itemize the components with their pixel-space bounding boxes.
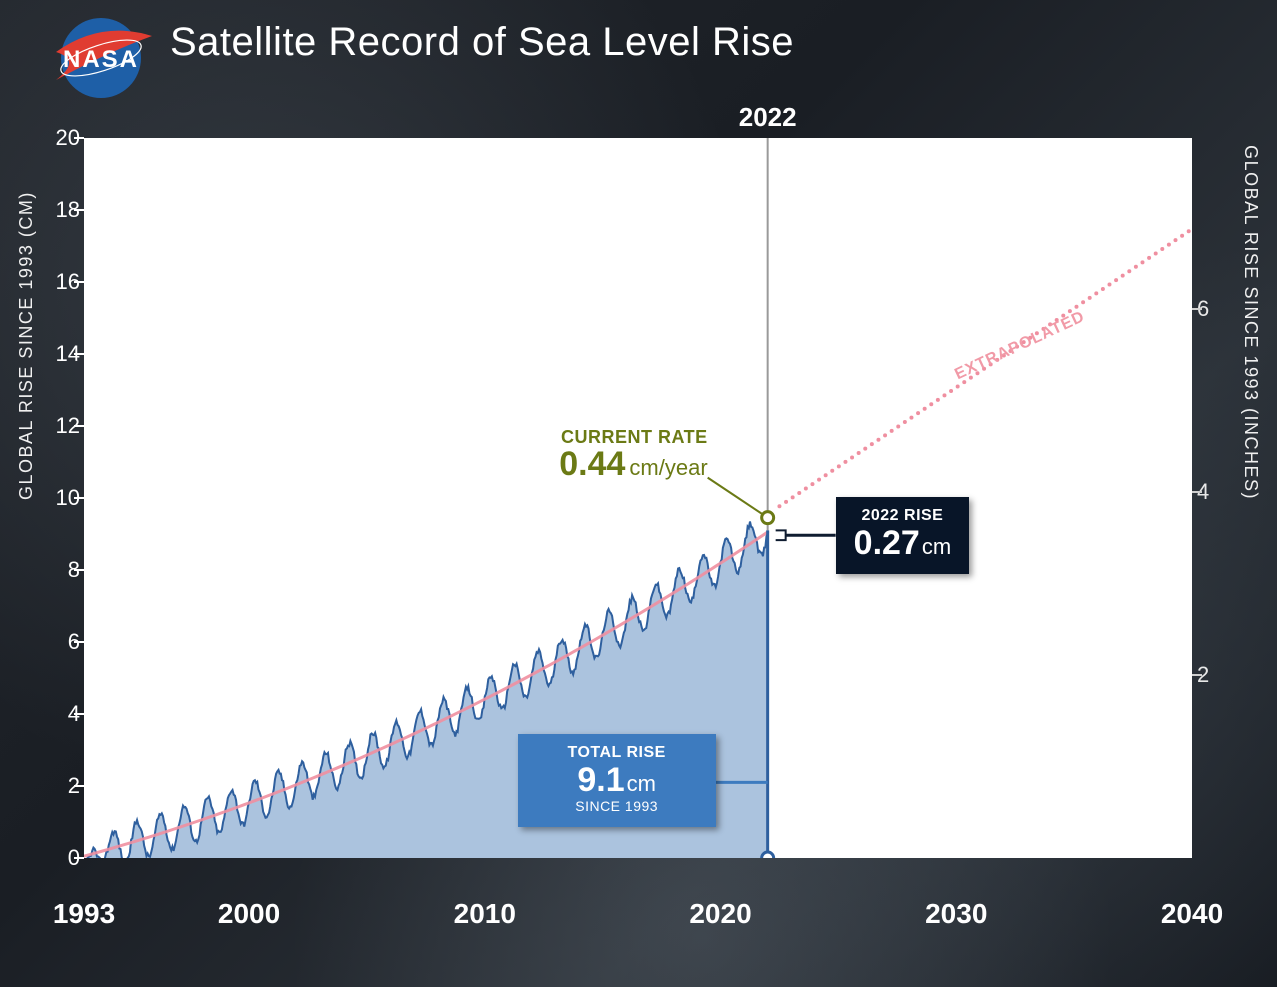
svg-text:NASA: NASA — [63, 46, 139, 73]
current-rate-callout: CURRENT RATE 0.44cm/year — [508, 428, 708, 483]
y-tick-left: 16 — [30, 269, 80, 295]
current-rate-unit: cm/year — [629, 455, 707, 480]
rise-2022-caption: 2022 RISE — [854, 507, 952, 525]
y-tick-right: 2 — [1197, 662, 1247, 688]
marker-2022-label: 2022 — [739, 102, 797, 133]
y-tick-left: 0 — [30, 845, 80, 871]
x-tick: 1993 — [53, 898, 115, 930]
rise-2022-value: 0.27 — [854, 524, 920, 562]
x-tick: 2040 — [1161, 898, 1223, 930]
y-tick-left: 18 — [30, 197, 80, 223]
x-tick: 2000 — [218, 898, 280, 930]
y-tick-left: 6 — [30, 629, 80, 655]
y-tick-right: 6 — [1197, 296, 1247, 322]
y-tick-left: 10 — [30, 485, 80, 511]
y-tick-right: 4 — [1197, 479, 1247, 505]
total-rise-unit: cm — [627, 771, 656, 796]
x-tick: 2010 — [454, 898, 516, 930]
y-tick-left: 12 — [30, 413, 80, 439]
chart-title: Satellite Record of Sea Level Rise — [170, 20, 794, 65]
rise-2022-unit: cm — [922, 534, 951, 559]
y-tick-left: 20 — [30, 125, 80, 151]
x-tick: 2020 — [689, 898, 751, 930]
total-rise-box: TOTAL RISE 9.1cm SINCE 1993 — [518, 734, 716, 826]
y-tick-left: 4 — [30, 701, 80, 727]
rise-2022-box: 2022 RISE 0.27cm — [836, 497, 970, 574]
total-rise-sub: SINCE 1993 — [536, 799, 698, 814]
y-tick-left: 8 — [30, 557, 80, 583]
y-tick-left: 14 — [30, 341, 80, 367]
total-rise-caption: TOTAL RISE — [536, 744, 698, 762]
y-tick-left: 2 — [30, 773, 80, 799]
total-rise-value: 9.1 — [577, 761, 624, 799]
nasa-logo: NASA — [48, 12, 154, 102]
current-rate-value: 0.44 — [559, 445, 625, 483]
chart-frame: NASA Satellite Record of Sea Level Rise … — [0, 0, 1277, 987]
x-tick: 2030 — [925, 898, 987, 930]
y-axis-label-right: GLOBAL RISE SINCE 1993 (INCHES) — [1240, 145, 1261, 500]
